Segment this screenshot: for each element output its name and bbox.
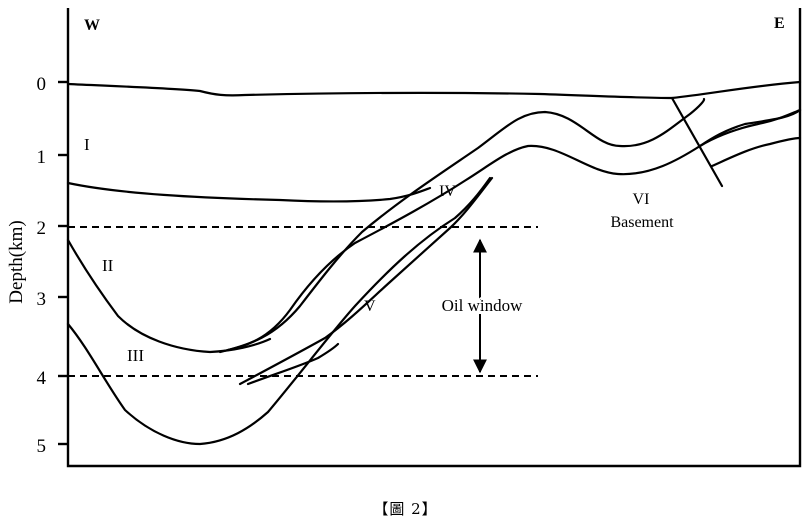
tick-label-1: 1: [37, 147, 47, 168]
tick-label-0: 0: [37, 74, 47, 95]
east-label: E: [774, 15, 785, 32]
tick-label-2: 2: [37, 218, 47, 239]
tick-label-4: 4: [37, 368, 47, 389]
tick-label-3: 3: [37, 289, 47, 310]
diagram-frame: [66, 8, 802, 468]
band-V-top: [238, 176, 494, 386]
boundary-base-unit-II: [66, 238, 272, 354]
y-axis-title: Depth(km): [6, 220, 27, 303]
boundary-base-unit-III: [66, 176, 492, 446]
upper-band-bottom: [226, 108, 802, 352]
tick-label-5: 5: [37, 436, 47, 457]
depth-ticks: [58, 80, 68, 446]
oil-window-label: Oil window: [442, 296, 523, 315]
basement-label: Basement: [610, 214, 674, 231]
east-band-upper: [698, 108, 802, 148]
unit-label-I: I: [84, 135, 90, 154]
west-label: W: [84, 17, 100, 34]
geologic-boundaries: [66, 80, 802, 446]
unit-label-V: V: [364, 298, 376, 315]
surface-line: [66, 80, 802, 100]
boundary-base-unit-I: [66, 181, 432, 203]
fault-line: [670, 96, 724, 188]
unit-label-III: III: [127, 346, 144, 365]
band-V-bottom: [246, 342, 340, 386]
upper-band-top: [218, 97, 706, 354]
unit-label-VI: VI: [633, 191, 650, 208]
east-band-lower: [710, 136, 802, 168]
unit-label-IV: IV: [439, 183, 456, 200]
figure-caption: 【圖 2】: [373, 500, 438, 518]
unit-label-II: II: [102, 256, 114, 275]
